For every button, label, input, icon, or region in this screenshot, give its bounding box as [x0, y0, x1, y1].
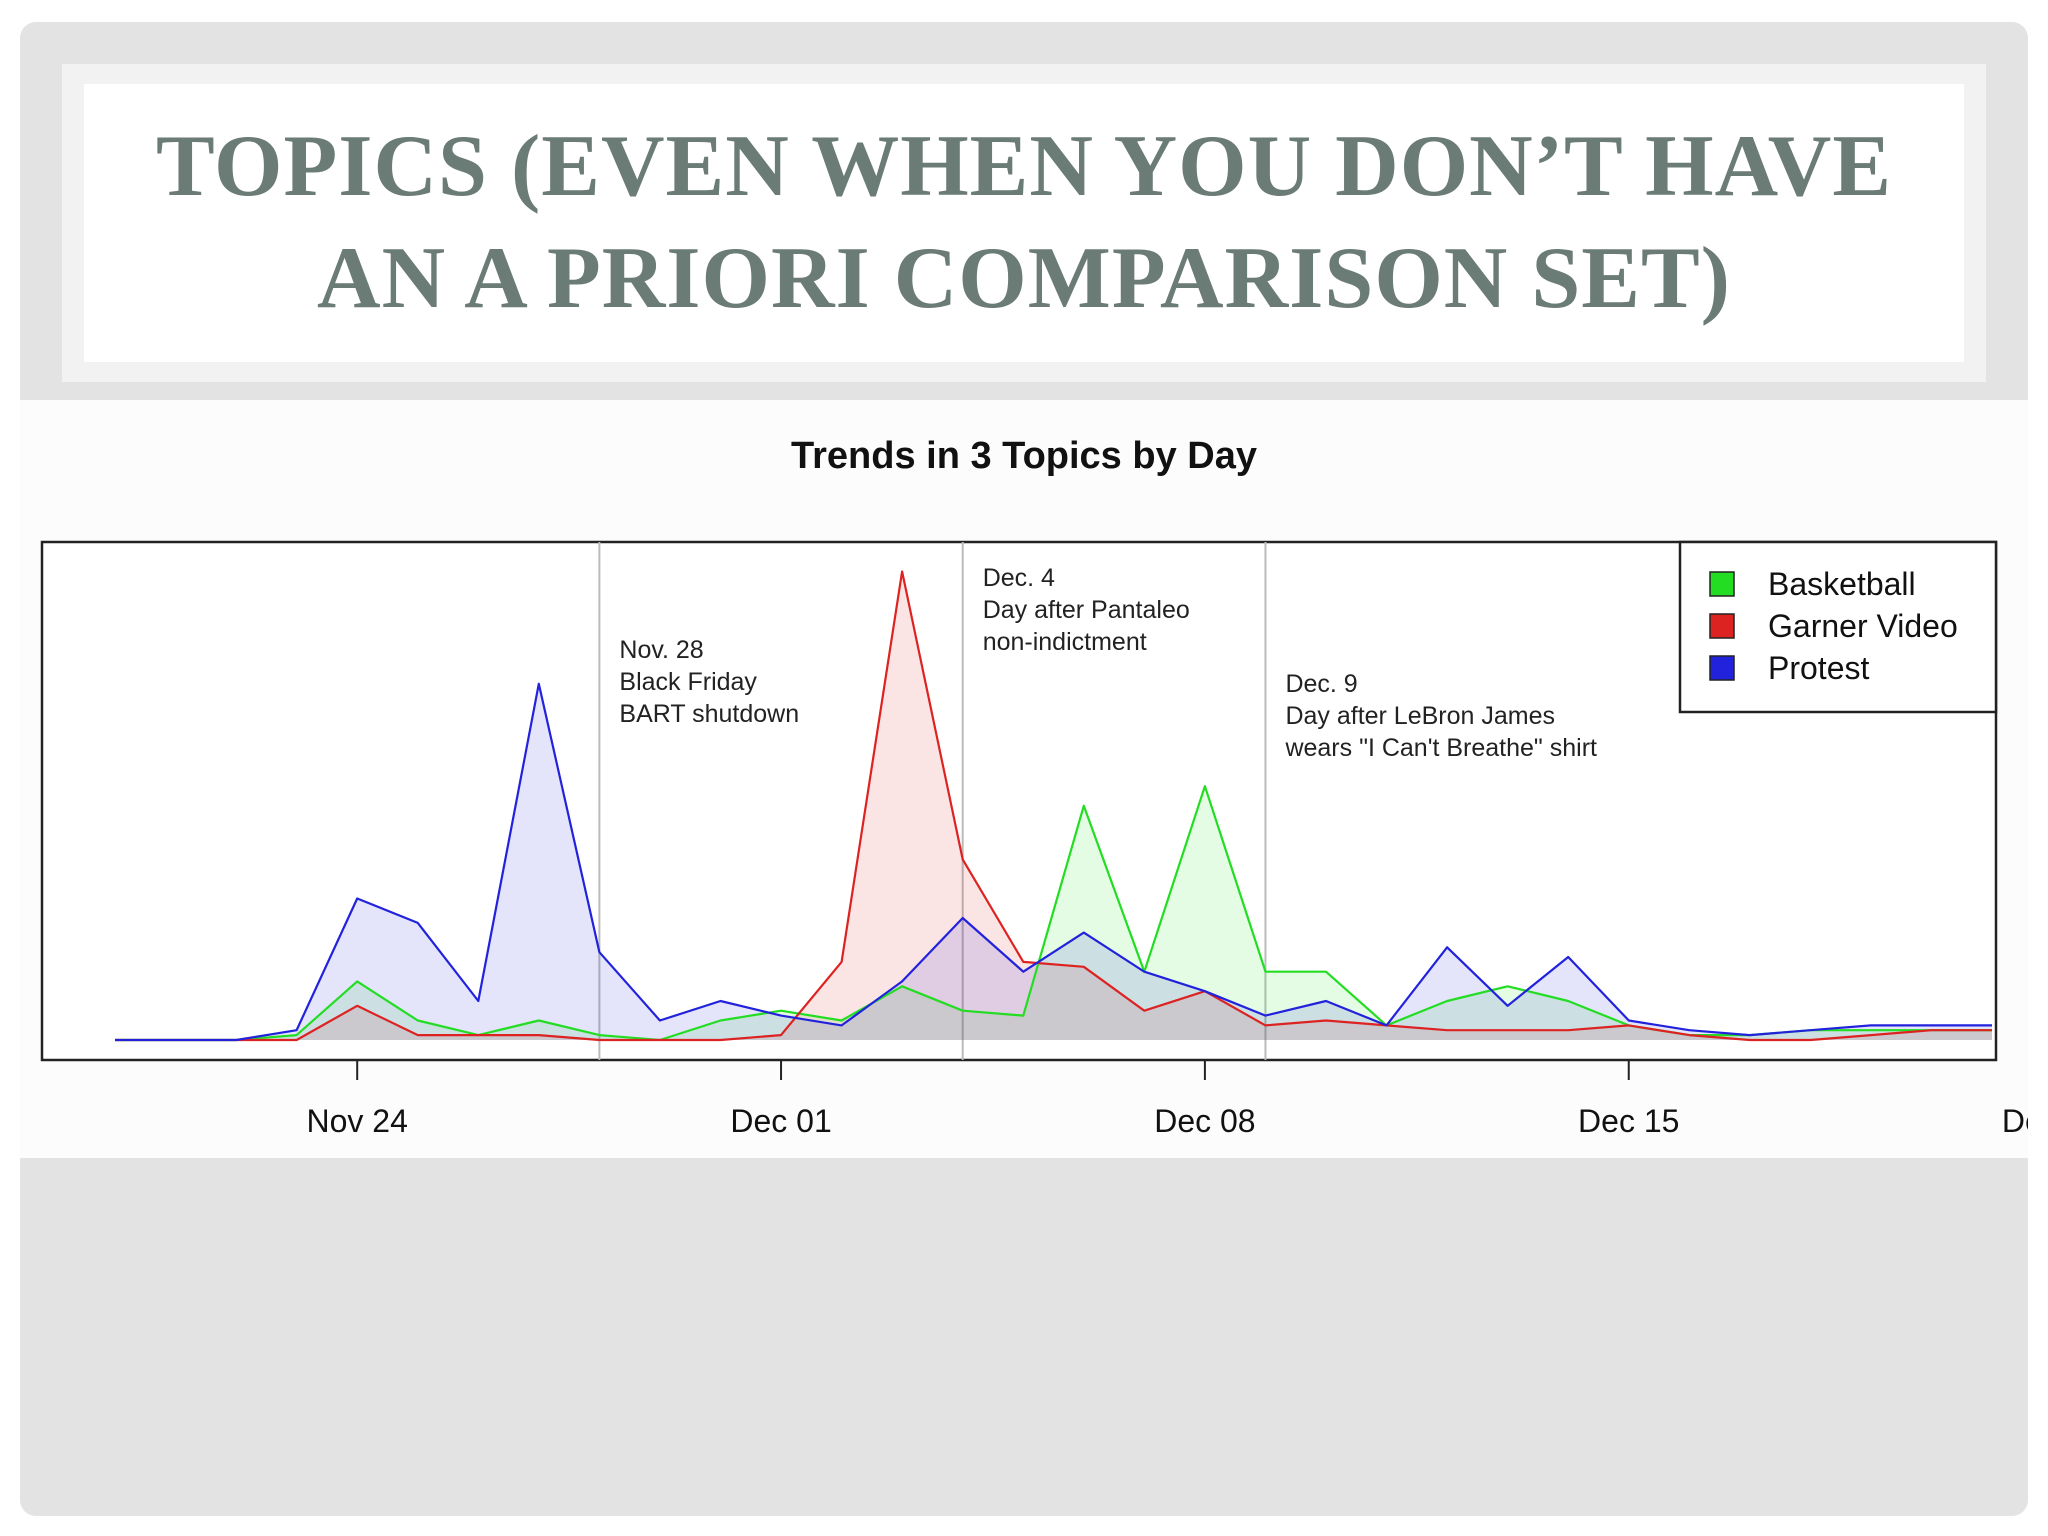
- x-tick-label: Dec 22: [2002, 1103, 2028, 1139]
- area-protest: [115, 683, 1993, 1040]
- line-garner_video: [115, 570, 1992, 1042]
- title-frame: Topics (even when you don’t have an a pr…: [62, 64, 1986, 382]
- slide-title: Topics (even when you don’t have an a pr…: [155, 118, 1893, 327]
- legend-swatch-garner_video: [1709, 613, 1735, 639]
- trends-chart: Trends in 3 Topics by Day Nov 24 Dec 01 Dec…: [40, 435, 2028, 1139]
- slide-background: Topics (even when you don’t have an a pr…: [20, 22, 2028, 1516]
- annotation-text: Dec. 9: [1285, 670, 1357, 698]
- line-protest: [115, 682, 1992, 1042]
- x-tick-label: Dec 15: [1578, 1103, 1679, 1139]
- annotation-text: Black Friday: [619, 668, 757, 696]
- chart-panel: Trends in 3 Topics by Day Nov 24 Dec 01 Dec…: [20, 400, 2028, 1158]
- x-tick-label: Nov 24: [307, 1103, 408, 1139]
- annotation-text: non-indictment: [983, 628, 1147, 656]
- chart-title: Trends in 3 Topics by Day: [791, 435, 1257, 477]
- annotation-text: Dec. 4: [983, 564, 1055, 592]
- annotation-text: Day after LeBron James: [1285, 702, 1555, 730]
- x-tick-label: Dec 08: [1154, 1103, 1255, 1139]
- plot-frame: [40, 540, 1998, 1062]
- legend-label-garner_video: Garner Video: [1768, 608, 1958, 644]
- annotation-text: Day after Pantaleo: [983, 596, 1190, 624]
- legend-swatch-basketball: [1709, 571, 1735, 597]
- annotation-text: wears "I Can't Breathe" shirt: [1284, 734, 1597, 762]
- legend-label-basketball: Basketball: [1768, 566, 1916, 602]
- x-tick-label: Dec 01: [730, 1103, 831, 1139]
- title-box: Topics (even when you don’t have an a pr…: [84, 84, 1964, 362]
- annotation-text: Nov. 28: [619, 636, 703, 664]
- annotation-text: BART shutdown: [619, 700, 799, 728]
- legend-swatch-protest: [1709, 655, 1735, 681]
- legend-label-protest: Protest: [1768, 650, 1869, 686]
